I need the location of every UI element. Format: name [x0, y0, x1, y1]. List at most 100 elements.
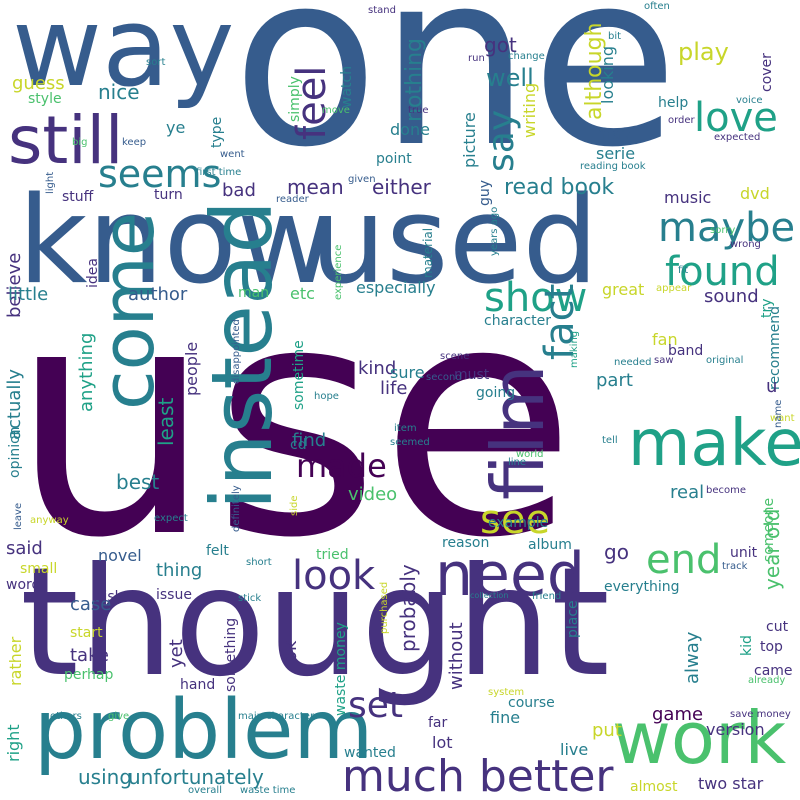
word: others — [50, 711, 82, 722]
word: sure — [390, 363, 425, 382]
word: man — [238, 285, 270, 301]
word: material — [421, 227, 435, 278]
word: something — [223, 617, 239, 692]
word: reader — [276, 194, 309, 205]
word: short — [246, 557, 272, 568]
word: using — [78, 765, 133, 789]
word: felt — [206, 543, 229, 559]
word: bit — [608, 31, 622, 42]
word: style — [28, 91, 62, 107]
word: one — [232, 0, 679, 200]
word: reason — [442, 535, 490, 551]
word: fine — [490, 708, 521, 727]
word: stuff — [62, 189, 94, 205]
word: see — [480, 497, 551, 543]
word: cut — [766, 619, 789, 635]
word: life — [380, 378, 408, 399]
word: seemed — [390, 437, 430, 448]
word: side — [289, 495, 300, 517]
word: love — [694, 95, 778, 141]
word: right — [4, 724, 23, 762]
word: main character — [238, 711, 315, 722]
word: given — [348, 174, 376, 185]
word: tried — [316, 547, 349, 563]
word: dvd — [740, 184, 770, 203]
word: keep — [122, 137, 147, 148]
word: thought — [20, 536, 610, 710]
word: word — [6, 577, 41, 593]
word: simply — [287, 76, 303, 122]
word: may — [596, 124, 631, 143]
word: original — [706, 355, 744, 366]
word: ye — [166, 118, 186, 137]
word: perhap — [64, 667, 114, 683]
word: issue — [156, 587, 192, 603]
word: set — [348, 685, 404, 726]
word: novel — [98, 546, 142, 565]
word: still — [8, 102, 124, 179]
word: bad — [222, 180, 256, 201]
word: found — [665, 249, 780, 295]
word: wanted — [344, 745, 396, 761]
word: without — [446, 622, 467, 690]
word: give — [108, 711, 130, 722]
word: appear — [656, 283, 692, 294]
word: play — [678, 38, 729, 66]
word: move — [322, 105, 350, 116]
word: hope — [314, 391, 339, 402]
word: take — [70, 645, 109, 666]
word: thing — [156, 560, 203, 581]
word: two star — [698, 774, 764, 793]
word: save money — [730, 709, 791, 720]
word: order — [668, 115, 695, 126]
word: world — [516, 449, 544, 460]
word: collection — [470, 591, 509, 600]
word: look — [292, 553, 376, 599]
word: reading book — [580, 161, 646, 172]
word: ok — [280, 640, 301, 662]
word: sometime — [291, 340, 307, 410]
word: expect — [154, 513, 188, 524]
word: either — [372, 175, 431, 199]
word: use — [10, 236, 577, 608]
word: put — [592, 720, 622, 741]
word: serie — [596, 144, 636, 163]
word: light — [45, 171, 56, 194]
word: course — [508, 695, 555, 711]
word: needed — [614, 357, 652, 368]
word: someone — [761, 497, 777, 562]
word: especially — [356, 278, 436, 297]
word: come — [86, 211, 170, 410]
word: lot — [432, 733, 453, 752]
word: work — [612, 696, 787, 780]
word: going — [476, 385, 516, 401]
word: well — [486, 64, 534, 92]
word: years ago — [489, 206, 500, 256]
word: probably — [396, 564, 420, 652]
word: say — [481, 109, 522, 172]
word: opinion — [7, 426, 23, 478]
word: mean — [287, 175, 344, 199]
word: change — [508, 51, 545, 62]
word: find — [292, 430, 327, 451]
word: part — [596, 370, 633, 391]
word: purchased — [379, 581, 390, 634]
word: track — [722, 561, 748, 572]
word: second — [426, 372, 462, 383]
word: sort — [146, 57, 166, 68]
word: become — [706, 485, 747, 496]
word: start — [70, 625, 103, 641]
word: making — [569, 330, 580, 368]
word: anything — [76, 332, 97, 412]
word: run — [468, 53, 485, 64]
word: true — [408, 105, 429, 116]
word: almost — [630, 779, 678, 795]
word: stand — [368, 5, 396, 16]
word: point — [376, 151, 412, 167]
word: tell — [602, 435, 618, 446]
word: great — [602, 280, 645, 299]
word: people — [182, 341, 201, 396]
word: went — [220, 149, 245, 160]
word: cd — [290, 437, 307, 453]
word: author — [128, 284, 188, 305]
